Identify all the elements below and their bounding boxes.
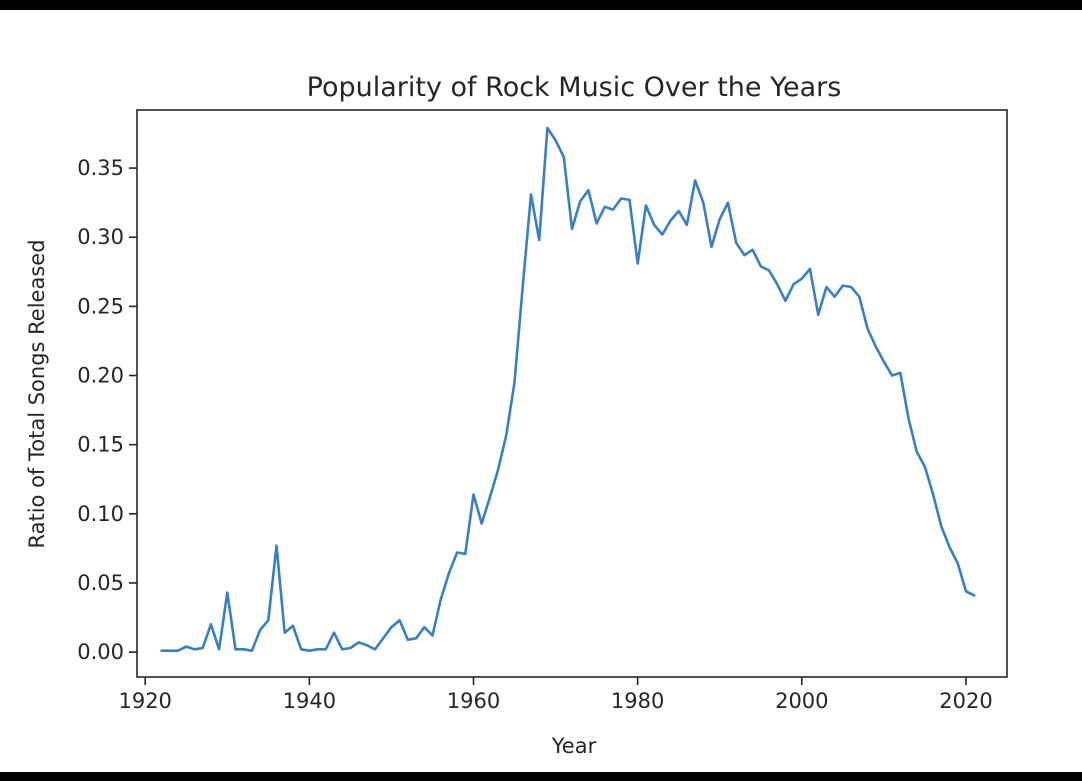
plot-frame bbox=[136, 109, 1008, 678]
y-tick-label: 0.15 bbox=[77, 433, 124, 457]
y-axis-ticks: 0.00 0.05 0.10 0.15 0.20 0.25 0.30 0.35 bbox=[77, 156, 137, 664]
figure-canvas: Popularity of Rock Music Over the Years … bbox=[0, 10, 1082, 772]
y-tick-label: 0.35 bbox=[77, 156, 124, 180]
chart-title: Popularity of Rock Music Over the Years bbox=[307, 72, 842, 103]
x-axis-ticks: 1920 1940 1960 1980 2000 2020 bbox=[118, 677, 993, 713]
y-axis-label: Ratio of Total Songs Released bbox=[25, 239, 49, 548]
series-layer bbox=[160, 126, 976, 653]
rock-popularity-line-chart: Popularity of Rock Music Over the Years … bbox=[25, 72, 1008, 758]
x-tick-label: 2020 bbox=[939, 689, 992, 713]
y-tick-label: 0.25 bbox=[77, 294, 124, 318]
x-tick-label: 1960 bbox=[447, 689, 500, 713]
y-tick-label: 0.05 bbox=[77, 571, 124, 595]
y-tick-label: 0.10 bbox=[77, 502, 124, 526]
y-tick-label: 0.00 bbox=[77, 640, 124, 664]
y-tick-label: 0.30 bbox=[77, 225, 124, 249]
series-line bbox=[160, 126, 976, 653]
x-tick-label: 2000 bbox=[775, 689, 828, 713]
x-tick-label: 1940 bbox=[283, 689, 336, 713]
x-axis-label: Year bbox=[551, 734, 597, 758]
y-tick-label: 0.20 bbox=[77, 364, 124, 388]
x-tick-label: 1920 bbox=[118, 689, 171, 713]
x-tick-label: 1980 bbox=[611, 689, 664, 713]
